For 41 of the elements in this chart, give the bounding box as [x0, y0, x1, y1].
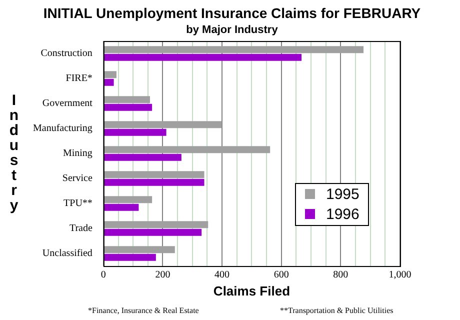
x-tick-label: 800	[333, 270, 348, 281]
y-tick-label: FIRE*	[66, 73, 92, 84]
x-tick-label: 1,000	[388, 270, 412, 281]
text: *Finance, Insurance & Real Estate	[88, 306, 200, 316]
x-tick-label: 600	[274, 270, 289, 281]
bar	[104, 204, 139, 211]
legend-label: 1996	[326, 206, 360, 224]
x-tick-label: 200	[155, 270, 170, 281]
bar	[104, 228, 202, 236]
x-tick-label: 400	[214, 270, 230, 281]
y-tick-label: Construction	[40, 48, 92, 60]
y-tick-label: Trade	[69, 223, 93, 234]
bar	[104, 146, 270, 154]
y-tick-label: TPU**	[64, 198, 92, 210]
bar	[104, 96, 150, 104]
bar	[104, 78, 114, 86]
bar	[104, 154, 182, 161]
bar	[104, 254, 156, 261]
text: **Transportation & Public Utilities	[280, 306, 394, 316]
y-tick-label: Manufacturing	[32, 123, 92, 134]
chart-subtitle: by Major Industry	[186, 24, 279, 36]
x-tick-label: 0	[100, 270, 106, 281]
bar	[104, 46, 364, 54]
bar	[104, 178, 204, 186]
bar	[104, 121, 222, 128]
bar	[104, 104, 152, 111]
bar	[104, 171, 204, 178]
bar	[104, 71, 116, 78]
y-tick-label: Government	[42, 98, 93, 110]
y-tick-label: Unclassified	[42, 248, 92, 260]
bar	[104, 246, 175, 254]
bar	[104, 128, 166, 136]
chart-title: INITIAL Unemployment Insurance Claims for FEBRUARY	[43, 4, 422, 21]
x-axis-title: Claims Filed	[213, 284, 290, 299]
y-tick-label: Service	[62, 173, 93, 184]
bar	[104, 196, 152, 204]
bar	[104, 54, 302, 61]
y-axis-title: Industry	[9, 92, 19, 214]
legend-label: 1995	[326, 186, 360, 204]
bar	[104, 221, 208, 228]
y-tick-label: Mining	[62, 148, 92, 160]
